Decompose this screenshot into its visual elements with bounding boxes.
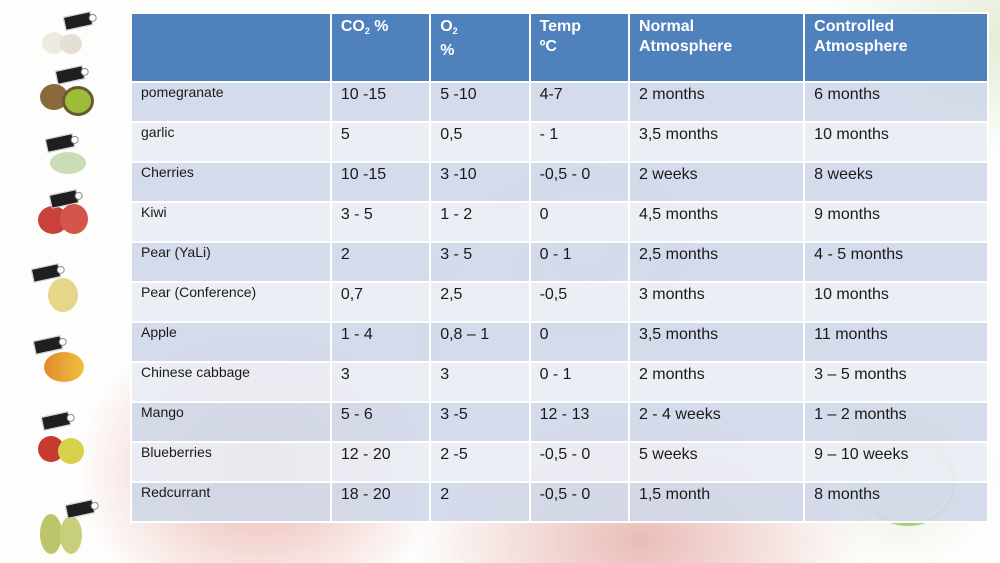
cell-o2: 2 (429, 481, 531, 523)
cell-normal: 1,5 month (627, 481, 806, 523)
table-header-row: CO2 % O2% Temp ºC Normal Atmosphere Contro… (130, 12, 989, 83)
table-row: Cherries 10 -15 3 -10 -0,5 - 0 2 weeks 8… (130, 161, 989, 203)
table-row: Pear (Conference) 0,7 2,5 -0,5 3 months … (130, 281, 989, 323)
cell-normal: 3 months (627, 281, 806, 323)
cell-temp: 12 - 13 (528, 401, 630, 443)
table-row: Redcurrant 18 - 20 2 -0,5 - 0 1,5 month … (130, 481, 989, 523)
cell-temp: 0 - 1 (528, 241, 630, 283)
table-row: Blueberries 12 - 20 2 -5 -0,5 - 0 5 week… (130, 441, 989, 483)
cell-product: garlic (130, 121, 332, 163)
cell-temp: -0,5 - 0 (528, 161, 630, 203)
cell-controlled: 8 months (803, 481, 989, 523)
cell-temp: 0 - 1 (528, 361, 630, 403)
cell-product: Cherries (130, 161, 332, 203)
header-normal-atmosphere: Normal Atmosphere (627, 12, 806, 83)
cell-product: Redcurrant (130, 481, 332, 523)
table-row: Apple 1 - 4 0,8 – 1 0 3,5 months 11 mont… (130, 321, 989, 363)
cell-temp: 0 (528, 321, 630, 363)
cell-product: pomegranate (130, 81, 332, 123)
header-co2: CO2 % (329, 12, 432, 83)
storage-table: CO2 % O2% Temp ºC Normal Atmosphere Contro… (130, 12, 989, 523)
table-row: garlic 5 0,5 - 1 3,5 months 10 months (130, 121, 989, 163)
cell-temp: -0,5 (528, 281, 630, 323)
cell-o2: 3 - 5 (429, 241, 531, 283)
cell-co2: 1 - 4 (329, 321, 432, 363)
cell-normal: 5 weeks (627, 441, 806, 483)
cell-o2: 2,5 (429, 281, 531, 323)
table-row: Chinese cabbage 3 3 0 - 1 2 months 3 – 5… (130, 361, 989, 403)
kiwi-icon (38, 65, 94, 116)
cell-product: Kiwi (130, 201, 332, 243)
cell-product: Pear (YaLi) (130, 241, 332, 283)
cell-co2: 5 - 6 (329, 401, 432, 443)
cell-normal: 2 weeks (627, 161, 806, 203)
cell-o2: 3 -5 (429, 401, 531, 443)
header-temp: Temp ºC (528, 12, 630, 83)
cell-controlled: 9 months (803, 201, 989, 243)
table-row: Kiwi 3 - 5 1 - 2 0 4,5 months 9 months (130, 201, 989, 243)
cell-normal: 3,5 months (627, 321, 806, 363)
pear-icon (38, 498, 96, 554)
cell-temp: 0 (528, 201, 630, 243)
cell-o2: 0,8 – 1 (429, 321, 531, 363)
cell-o2: 3 (429, 361, 531, 403)
cell-controlled: 6 months (803, 81, 989, 123)
table-row: Pear (YaLi) 2 3 - 5 0 - 1 2,5 months 4 -… (130, 241, 989, 283)
mango-icon (32, 335, 90, 382)
cell-o2: 2 -5 (429, 441, 531, 483)
header-o2: O2% (429, 12, 531, 83)
cell-product: Blueberries (130, 441, 332, 483)
cell-temp: 4-7 (528, 81, 630, 123)
cabbage-icon (42, 133, 98, 176)
cell-normal: 4,5 months (627, 201, 806, 243)
cell-controlled: 3 – 5 months (803, 361, 989, 403)
cell-o2: 5 -10 (429, 81, 531, 123)
cell-product: Pear (Conference) (130, 281, 332, 323)
apple-icon (34, 411, 90, 464)
cell-normal: 3,5 months (627, 121, 806, 163)
cell-controlled: 9 – 10 weeks (803, 441, 989, 483)
cell-co2: 0,7 (329, 281, 432, 323)
cell-o2: 0,5 (429, 121, 531, 163)
cell-co2: 3 - 5 (329, 201, 432, 243)
cell-normal: 2,5 months (627, 241, 806, 283)
cell-controlled: 11 months (803, 321, 989, 363)
cell-temp: -0,5 - 0 (528, 481, 630, 523)
header-product (130, 12, 332, 83)
cell-co2: 5 (329, 121, 432, 163)
garlic-icon (38, 11, 94, 56)
pomegranate-icon (38, 189, 94, 234)
cell-co2: 10 -15 (329, 81, 432, 123)
cell-temp: -0,5 - 0 (528, 441, 630, 483)
cell-normal: 2 months (627, 361, 806, 403)
cell-controlled: 4 - 5 months (803, 241, 989, 283)
cell-product: Apple (130, 321, 332, 363)
cell-o2: 3 -10 (429, 161, 531, 203)
cell-o2: 1 - 2 (429, 201, 531, 243)
cell-controlled: 10 months (803, 121, 989, 163)
cell-product: Chinese cabbage (130, 361, 332, 403)
pear-icon (30, 263, 88, 312)
fruit-sidebar (0, 0, 125, 563)
header-controlled-atmosphere: Controlled Atmosphere (803, 12, 989, 83)
cell-temp: - 1 (528, 121, 630, 163)
cell-controlled: 10 months (803, 281, 989, 323)
table-row: pomegranate 10 -15 5 -10 4-7 2 months 6 … (130, 81, 989, 123)
cell-co2: 12 - 20 (329, 441, 432, 483)
table-row: Mango 5 - 6 3 -5 12 - 13 2 - 4 weeks 1 –… (130, 401, 989, 443)
cell-normal: 2 - 4 weeks (627, 401, 806, 443)
cell-co2: 2 (329, 241, 432, 283)
cell-controlled: 8 weeks (803, 161, 989, 203)
cell-controlled: 1 – 2 months (803, 401, 989, 443)
cell-co2: 18 - 20 (329, 481, 432, 523)
cell-product: Mango (130, 401, 332, 443)
cell-co2: 3 (329, 361, 432, 403)
cell-co2: 10 -15 (329, 161, 432, 203)
cell-normal: 2 months (627, 81, 806, 123)
